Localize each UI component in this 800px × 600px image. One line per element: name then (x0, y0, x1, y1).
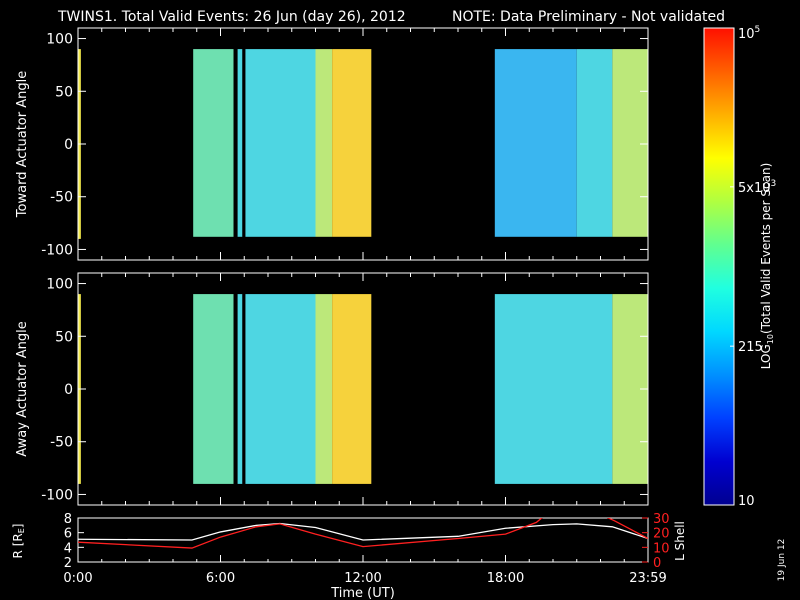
heatmap-cell-5 (245, 294, 316, 484)
r-axis-label: R [RE] (11, 524, 26, 559)
lshell-axis-label: L Shell (673, 521, 687, 561)
toward-heatmap (78, 49, 648, 239)
colorbar-ticks: 10 215 5x103 105 (730, 25, 776, 509)
y-tick-label: 50 (55, 329, 73, 345)
colorbar-tick-label: 105 (738, 25, 760, 42)
heatmap-cell-9 (576, 49, 613, 237)
toward-y-ticks: 100 50 0 -50 -100 (41, 32, 648, 258)
heatmap-cell-4 (242, 49, 246, 237)
y-tick-label: -100 (41, 487, 73, 503)
time-tick-label: 23:59 (629, 571, 666, 586)
toward-y-axis-label: Toward Actuator Angle (15, 71, 30, 218)
heatmap-cell-1 (193, 294, 234, 484)
x-axis-label: Time (UT) (330, 586, 395, 600)
lshell-line (78, 518, 543, 549)
heatmap-cell-8 (494, 49, 577, 237)
colorbar: 10 215 5x103 105 LOG10(Total Valid Events p… (703, 25, 776, 509)
toward-angle-panel: 100 50 0 -50 -100 Toward Actuator Angle (15, 27, 649, 261)
away-y-ticks: 100 50 0 -50 -100 (41, 277, 648, 503)
lshell-tick-label: 0 (653, 556, 661, 571)
heatmap-cell-7 (332, 294, 372, 484)
away-angle-panel: 100 50 0 -50 -100 Away Actuator Angle (15, 272, 649, 506)
colorbar-tick-label: 10 (738, 494, 755, 509)
y-tick-label: 100 (46, 32, 73, 48)
r-tick-label: 2 (64, 556, 72, 571)
r-tick-label: 4 (64, 541, 72, 556)
heatmap-cell-3 (237, 49, 243, 237)
colorbar-tick-exponent: 5 (755, 25, 761, 35)
colorbar-gradient (704, 28, 734, 505)
toward-x-ticks (77, 28, 649, 260)
heatmap-cell-7 (332, 49, 372, 237)
lshell-tick-label: 10 (653, 541, 670, 556)
time-axis-ticks: 0:00 6:00 12:00 18:00 23:59 (63, 555, 667, 586)
y-tick-label: 100 (46, 277, 73, 293)
away-heatmap (78, 294, 648, 484)
heatmap-cell-1 (193, 49, 234, 237)
heatmap-cell-3 (237, 294, 243, 484)
heatmap-cell-8 (494, 294, 613, 484)
away-x-ticks (77, 273, 649, 505)
time-tick-label: 0:00 (63, 571, 92, 586)
colorbar-label: LOG10(Total Valid Events per Scan) (759, 163, 775, 370)
heatmap-cell-2 (233, 49, 238, 237)
orbit-lines (78, 518, 648, 549)
heatmap-cell-10 (612, 49, 648, 237)
r-tick-label: 6 (64, 527, 72, 542)
generation-date: 19 Jun 12 (777, 539, 787, 582)
time-tick-label: 18:00 (487, 571, 524, 586)
away-y-axis-label: Away Actuator Angle (15, 321, 30, 456)
heatmap-cell-2 (233, 294, 238, 484)
y-tick-label: 50 (55, 84, 73, 100)
time-tick-label: 12:00 (344, 571, 381, 586)
heatmap-cell-5 (245, 49, 316, 237)
plot-title: TWINS1. Total Valid Events: 26 Jun (day … (57, 9, 406, 25)
y-tick-label: -50 (50, 190, 73, 206)
y-tick-label: 0 (64, 137, 73, 153)
heatmap-cell-6 (315, 49, 333, 237)
colorbar-tick-exponent: 3 (771, 179, 777, 189)
colorbar-tick-label: 215 (738, 340, 763, 355)
time-tick-label: 6:00 (206, 571, 235, 586)
heatmap-cell-4 (242, 294, 246, 484)
y-tick-label: 0 (64, 382, 73, 398)
heatmap-cell-6 (315, 294, 333, 484)
lshell-line (606, 518, 648, 540)
lshell-tick-label: 30 (653, 512, 670, 527)
colorbar-tick-label: 5x103 (738, 179, 776, 196)
r-tick-label: 8 (64, 512, 72, 527)
y-tick-label: -50 (50, 435, 73, 451)
colorbar-frame (703, 27, 735, 506)
y-tick-label: -100 (41, 242, 73, 258)
r-distance-line (78, 522, 648, 541)
lshell-tick-label: 20 (653, 527, 670, 542)
preliminary-note: NOTE: Data Preliminary - Not validated (452, 9, 725, 25)
